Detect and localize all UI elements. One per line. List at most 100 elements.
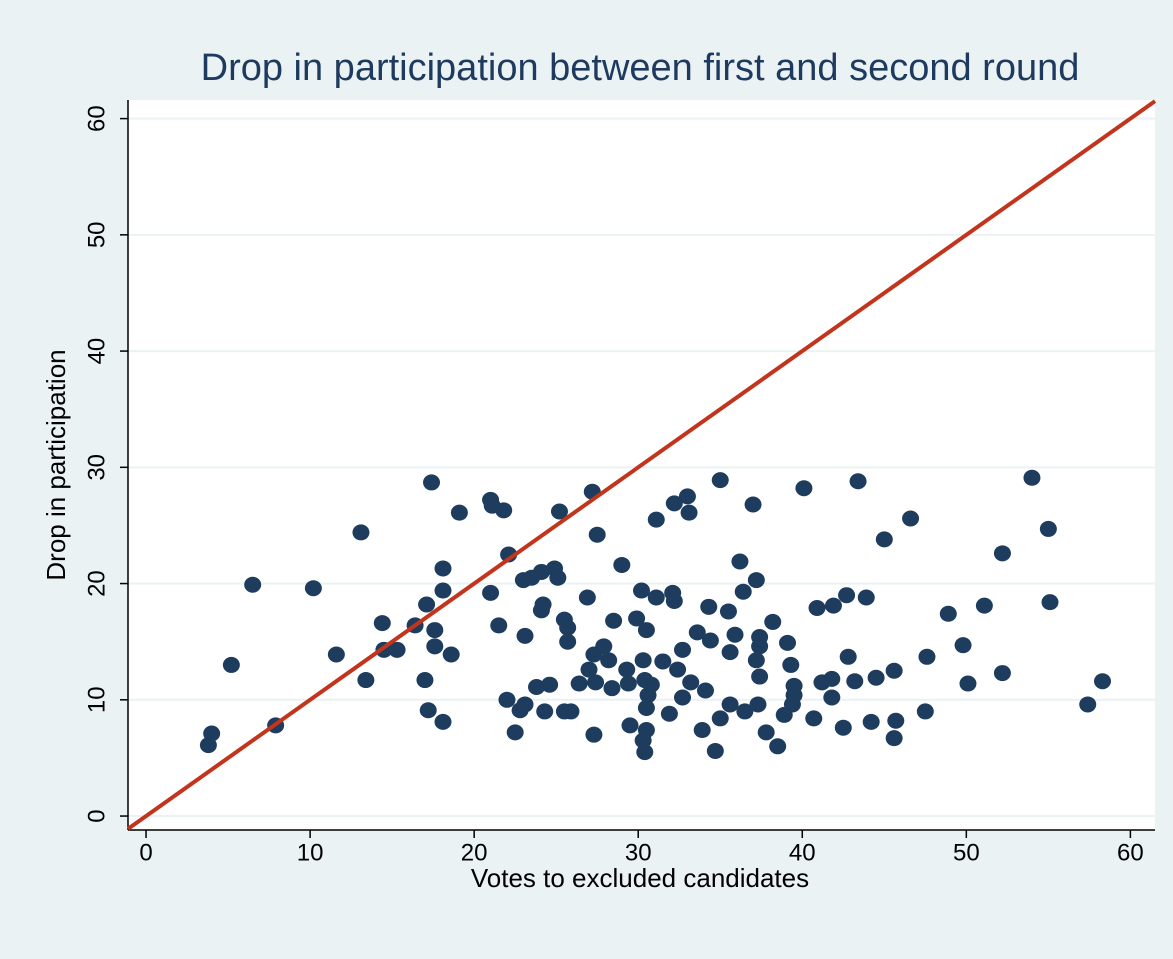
x-tick-label: 20 (461, 839, 488, 866)
point (637, 622, 655, 639)
x-tick-label: 10 (297, 839, 324, 866)
point (701, 632, 719, 649)
reference-line (126, 99, 1157, 831)
point (849, 473, 867, 490)
point (706, 742, 724, 759)
point (916, 703, 934, 720)
point (824, 597, 842, 614)
point (795, 480, 813, 497)
x-tick-label: 50 (953, 839, 980, 866)
x-axis-title: Votes to excluded candidates (471, 863, 809, 893)
point (373, 615, 391, 632)
point (959, 675, 977, 692)
point (637, 722, 655, 739)
point (1039, 520, 1057, 537)
x-tick-label: 60 (1117, 839, 1144, 866)
point (559, 619, 577, 636)
point (669, 661, 687, 678)
point (721, 696, 739, 713)
point (450, 504, 468, 521)
point (585, 726, 603, 743)
x-tick-label: 40 (789, 839, 816, 866)
point (885, 730, 903, 747)
point (532, 563, 550, 580)
point (490, 617, 508, 634)
point (696, 682, 714, 699)
point (304, 580, 322, 597)
point (613, 556, 631, 573)
point (839, 648, 857, 665)
point (975, 597, 993, 614)
point (805, 710, 823, 727)
point (419, 702, 437, 719)
point (532, 602, 550, 619)
point (693, 722, 711, 739)
point (764, 613, 782, 630)
point (834, 719, 852, 736)
point (618, 661, 636, 678)
point (600, 652, 618, 669)
point (516, 696, 534, 713)
point (736, 703, 754, 720)
point (954, 637, 972, 654)
point (779, 634, 797, 651)
point (823, 670, 841, 687)
point (222, 656, 240, 673)
point (587, 674, 605, 691)
x-tick-label: 30 (625, 839, 652, 866)
point (680, 504, 698, 521)
point (782, 656, 800, 673)
point (660, 705, 678, 722)
point (628, 610, 646, 627)
point (637, 699, 655, 716)
point (674, 689, 692, 706)
y-axis-title: Drop in participation (41, 349, 71, 580)
point (647, 511, 665, 528)
point (621, 717, 639, 734)
point (857, 589, 875, 606)
point (588, 526, 606, 543)
x-tick-label: 0 (139, 839, 152, 866)
point (434, 582, 452, 599)
point (902, 510, 920, 527)
point (1079, 696, 1097, 713)
point (808, 599, 826, 616)
point (918, 648, 936, 665)
point (327, 646, 345, 663)
y-tick-label: 20 (83, 570, 110, 597)
point (423, 474, 441, 491)
point (498, 691, 516, 708)
point (578, 589, 596, 606)
point (747, 652, 765, 669)
y-tick-label: 50 (83, 221, 110, 248)
point (751, 638, 769, 655)
point (559, 633, 577, 650)
point (939, 605, 957, 622)
point (506, 724, 524, 741)
point (688, 624, 706, 641)
point (244, 576, 262, 593)
point (495, 502, 513, 519)
y-tick-label: 10 (83, 686, 110, 713)
point (674, 641, 692, 658)
point (785, 687, 803, 704)
point (580, 661, 598, 678)
point (605, 612, 623, 629)
point (846, 673, 864, 690)
point (654, 653, 672, 670)
point (744, 496, 762, 513)
point (887, 712, 905, 729)
point (570, 675, 588, 692)
point (719, 603, 737, 620)
point (528, 679, 546, 696)
point (665, 593, 683, 610)
point (711, 472, 729, 489)
point (1041, 594, 1059, 611)
point (751, 668, 769, 685)
point (416, 672, 434, 689)
point (541, 676, 559, 693)
point (426, 638, 444, 655)
point (352, 524, 370, 541)
point (734, 583, 752, 600)
